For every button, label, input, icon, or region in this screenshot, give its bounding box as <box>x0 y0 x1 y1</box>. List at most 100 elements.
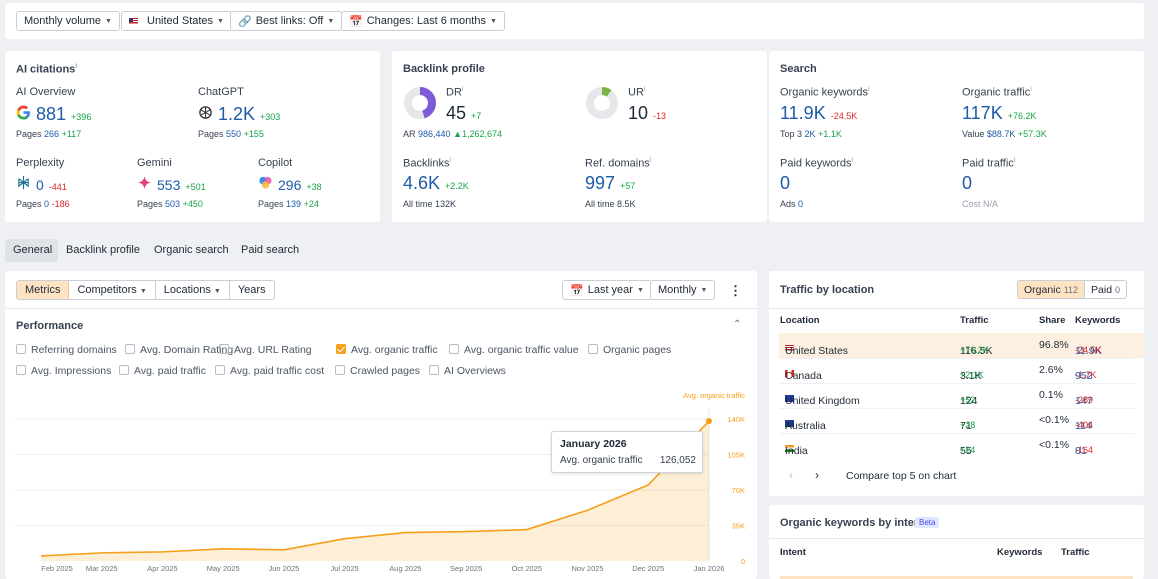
checkbox[interactable] <box>215 365 225 375</box>
metric-option[interactable]: Crawled pages <box>335 365 420 377</box>
share-cell: <0.1% <box>1039 414 1070 426</box>
segment-competitors[interactable]: Competitors ▼ <box>69 281 156 299</box>
checkbox[interactable] <box>119 365 129 375</box>
metric-option[interactable]: Avg. Impressions <box>16 365 111 377</box>
ref-domains-all-time: All time 8.5K <box>585 199 636 209</box>
segment-locations[interactable]: Locations ▼ <box>156 281 230 299</box>
backlinks-delta: +2.2K <box>445 181 469 191</box>
chevron-down-icon: ▼ <box>105 17 112 25</box>
paid-keywords-value[interactable]: 0 <box>780 173 791 193</box>
option-label: Avg. organic traffic <box>351 344 438 356</box>
metric-option[interactable]: Avg. URL Rating <box>219 344 312 356</box>
changes-dropdown[interactable]: 📅 Changes: Last 6 months ▼ <box>341 11 505 31</box>
cost-line: Cost N/A <box>962 199 999 209</box>
copilot-value[interactable]: 296 <box>278 177 302 193</box>
best-links-dropdown[interactable]: 🔗 Best links: Off ▼ <box>230 11 343 31</box>
backlinks-value[interactable]: 4.6K <box>403 173 441 193</box>
country-dropdown[interactable]: United States ▼ <box>121 11 232 31</box>
checkbox[interactable] <box>16 344 26 354</box>
metric-option[interactable]: AI Overviews <box>429 365 506 377</box>
metric-option[interactable]: Organic pages <box>588 344 671 356</box>
more-menu-icon[interactable]: ⋮ <box>729 283 742 298</box>
tab-organic-search[interactable]: Organic search <box>154 244 229 256</box>
row-divider <box>779 408 1134 409</box>
col-traffic[interactable]: Traffic <box>1061 547 1090 558</box>
paid-keywords-metric: 0 <box>780 173 790 194</box>
table-row[interactable]: Australia 71 +28 <0.1% 114 -404 <box>785 414 1094 432</box>
volume-dropdown[interactable]: Monthly volume ▼ <box>16 11 120 31</box>
metric-option[interactable]: Referring domains <box>16 344 117 356</box>
link-icon: 🔗 <box>238 15 252 28</box>
tab-general[interactable] <box>5 239 58 262</box>
segment-metrics[interactable]: Metrics <box>17 281 70 299</box>
search-card: Search Organic keywordsi 11.9K -24.5K To… <box>769 51 1144 222</box>
checkbox[interactable] <box>219 344 229 354</box>
metric-option[interactable]: Avg. organic traffic value <box>449 344 579 356</box>
col-traffic[interactable]: Traffic <box>960 315 989 326</box>
col-intent[interactable]: Intent <box>780 547 806 558</box>
gemini-value[interactable]: 553 <box>157 177 181 193</box>
table-row[interactable]: Canada 3.1K +2.1K 2.6% 952 -1.7K <box>785 364 1097 382</box>
col-keywords[interactable]: Keywords <box>1075 315 1121 326</box>
table-row[interactable]: India 55 +24 <0.1% 81 -164 <box>785 439 1094 457</box>
toggle-organic[interactable]: Organic 112 <box>1018 281 1085 298</box>
checkbox[interactable] <box>16 365 26 375</box>
tab-paid-search[interactable]: Paid search <box>241 244 300 256</box>
next-page-icon[interactable]: › <box>815 468 819 482</box>
ur-value[interactable]: 10 <box>628 103 649 123</box>
option-label: Avg. Impressions <box>31 365 112 377</box>
metric-option[interactable]: Avg. paid traffic cost <box>215 365 324 377</box>
prev-page-icon[interactable]: ‹ <box>789 468 793 482</box>
x-tick-label: Mar 2025 <box>86 564 118 573</box>
backlinks-all-time: All time 132K <box>403 199 457 209</box>
checkbox[interactable] <box>336 344 346 354</box>
traffic-by-location-card: Traffic by location Organic 112 Paid 0 L… <box>769 271 1144 496</box>
col-location[interactable]: Location <box>780 315 820 326</box>
checkbox[interactable] <box>335 365 345 375</box>
chevron-down-icon: ▼ <box>327 17 335 25</box>
table-row[interactable]: United States 116.5K +76.2K 96.8% 11.9K -24… <box>779 333 1144 358</box>
organic-keywords-value[interactable]: 11.9K <box>780 103 826 123</box>
data-point[interactable] <box>706 418 712 425</box>
chatgpt-value[interactable]: 1.2K <box>218 104 256 124</box>
copilot-label: Copilot <box>258 157 293 169</box>
gemini-icon <box>137 175 152 190</box>
x-tick-label: Oct 2025 <box>512 564 542 573</box>
col-share[interactable]: Share <box>1039 315 1066 326</box>
tab-backlink-profile[interactable]: Backlink profile <box>66 244 140 256</box>
granularity-dropdown[interactable]: Monthly ▼ <box>650 280 716 300</box>
period-dropdown[interactable]: 📅 Last year ▼ <box>562 280 652 300</box>
copilot-pages: Pages 139 +24 <box>258 199 319 209</box>
share-cell: 2.6% <box>1039 364 1063 376</box>
segment-years[interactable]: Years <box>237 284 266 296</box>
table-row[interactable]: United Kingdom 124 +52 0.1% 147 -289 <box>785 389 1094 407</box>
dr-value[interactable]: 45 <box>446 103 467 123</box>
us-flag-icon <box>129 17 138 25</box>
toggle-paid[interactable]: Paid 0 <box>1084 281 1126 298</box>
checkbox[interactable] <box>125 344 135 354</box>
chevron-down-icon: ▼ <box>489 17 497 25</box>
metric-option[interactable]: Avg. paid traffic <box>119 365 206 377</box>
chevron-down-icon: ▼ <box>700 286 708 294</box>
ai-overview-value[interactable]: 881 <box>36 104 67 124</box>
metric-option[interactable]: Avg. organic traffic <box>336 344 438 356</box>
y-tick-label: 35K <box>732 522 745 531</box>
checkbox[interactable] <box>429 365 439 375</box>
ref-domains-value[interactable]: 997 <box>585 173 616 193</box>
col-keywords[interactable]: Keywords <box>997 547 1043 558</box>
tab-general-label[interactable]: General <box>13 244 53 256</box>
share-cell: <0.1% <box>1039 439 1070 451</box>
chart-toolbar: Metrics Competitors ▼ Locations ▼ Years <box>16 280 275 300</box>
checkbox[interactable] <box>449 344 459 354</box>
x-tick-label: Jan 2026 <box>694 564 725 573</box>
performance-card: Metrics Competitors ▼ Locations ▼ Years … <box>5 271 757 579</box>
australia-flag-icon <box>785 420 794 427</box>
paid-traffic-value[interactable]: 0 <box>962 173 973 193</box>
dr-delta: +7 <box>471 111 482 121</box>
organic-traffic-value[interactable]: 117K <box>962 103 1003 123</box>
perplexity-value[interactable]: 0 <box>36 177 44 193</box>
collapse-chevron-icon[interactable]: ⌃ <box>733 319 742 330</box>
checkbox[interactable] <box>588 344 598 354</box>
metric-option[interactable]: Avg. Domain Rating <box>125 344 233 356</box>
compare-top5-link[interactable]: Compare top 5 on chart <box>846 470 957 482</box>
